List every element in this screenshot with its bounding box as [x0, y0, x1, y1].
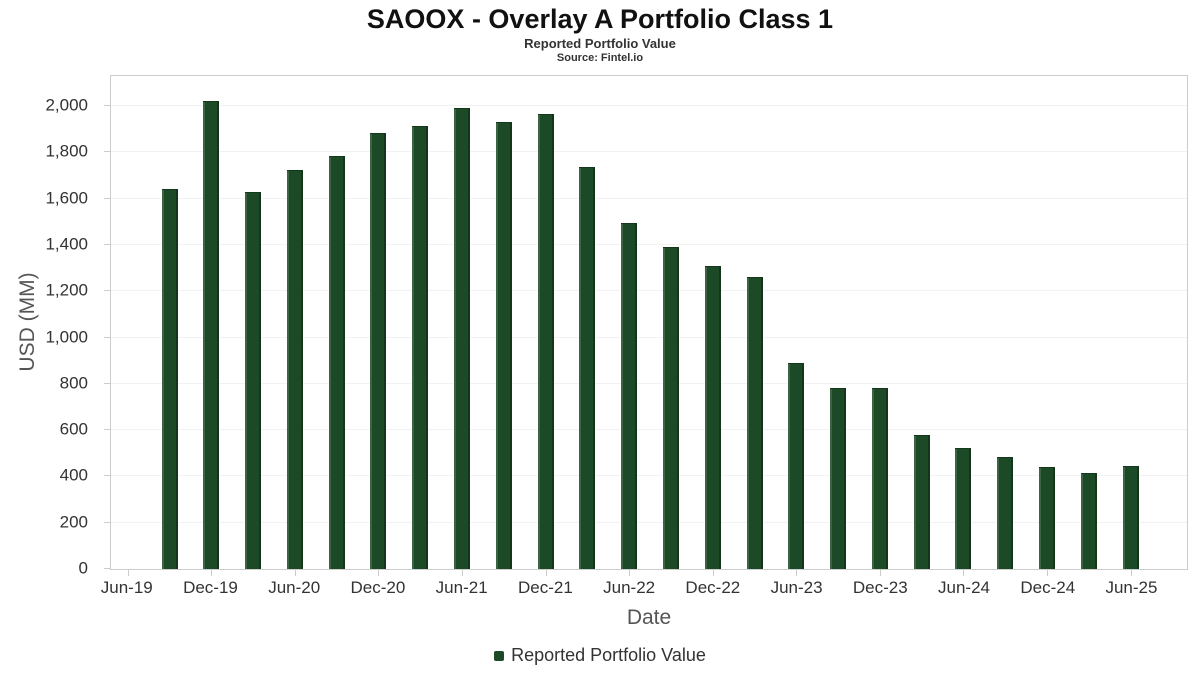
bar-Mar-24[interactable] — [913, 435, 930, 569]
x-axis-title: Date — [626, 606, 672, 629]
legend-marker-icon — [494, 650, 505, 661]
bar-Dec-22[interactable] — [704, 265, 721, 569]
bar-Sep-20[interactable] — [328, 155, 345, 569]
legend-item[interactable]: Reported Portfolio Value — [494, 645, 706, 666]
y-tick-label: 800 — [59, 373, 88, 393]
bar-Dec-20[interactable] — [370, 132, 387, 569]
bar-Dec-19[interactable] — [203, 101, 220, 569]
y-tick-label: 1,800 — [45, 141, 88, 161]
y-tick-mark — [104, 151, 111, 153]
legend[interactable]: Reported Portfolio Value — [0, 645, 1200, 666]
y-tick-mark — [104, 290, 111, 292]
y-tick-mark — [104, 475, 111, 477]
y-tick-label: 1,000 — [45, 327, 88, 347]
legend-label: Reported Portfolio Value — [511, 645, 706, 665]
y-tick-label: 0 — [78, 558, 88, 578]
gridline — [111, 197, 1187, 199]
x-tick-mark — [294, 570, 296, 576]
gridline — [111, 151, 1187, 153]
gridline — [111, 475, 1187, 477]
y-tick-mark — [104, 243, 111, 245]
chart-title: SAOOX - Overlay A Portfolio Class 1 — [366, 4, 834, 34]
bar-Dec-23[interactable] — [871, 388, 888, 569]
x-tick-label: Dec-22 — [685, 578, 741, 597]
gridline — [111, 105, 1187, 107]
bar-Jun-22[interactable] — [621, 222, 638, 569]
bar-Dec-24[interactable] — [1039, 467, 1055, 569]
y-tick-mark — [104, 382, 111, 384]
x-tick-mark — [712, 570, 714, 576]
y-tick-mark — [104, 197, 111, 199]
chart-source: Source: Fintel.io — [556, 52, 644, 64]
x-tick-mark — [879, 570, 881, 576]
gridline — [111, 521, 1187, 523]
x-tick-mark — [629, 570, 631, 576]
x-tick-mark — [211, 570, 213, 576]
bar-Jun-24[interactable] — [955, 448, 972, 569]
x-tick-label: Dec-23 — [852, 578, 908, 597]
bar-Jun-21[interactable] — [454, 108, 470, 569]
y-tick-label: 400 — [59, 465, 88, 485]
bar-Mar-23[interactable] — [746, 277, 763, 569]
x-tick-mark — [462, 570, 463, 576]
x-tick-label: Dec-21 — [517, 578, 573, 597]
plot-area — [104, 75, 1188, 576]
x-tick-label: Jun-21 — [435, 578, 488, 597]
bar-Sep-21[interactable] — [495, 122, 512, 569]
y-tick-label: 1,400 — [45, 234, 88, 254]
x-tick-mark — [378, 570, 380, 576]
x-tick-mark — [796, 570, 798, 576]
y-tick-label: 1,600 — [45, 188, 88, 208]
x-tick-label: Dec-19 — [183, 578, 238, 597]
x-tick-label: Jun-19 — [100, 578, 153, 597]
y-tick-label: 600 — [59, 419, 88, 439]
x-tick-label: Jun-22 — [603, 578, 656, 597]
y-tick-mark — [104, 568, 111, 569]
x-tick-mark — [545, 570, 547, 576]
bar-Sep-19[interactable] — [161, 189, 178, 569]
gridline — [111, 243, 1187, 245]
x-tick-label: Jun-25 — [1105, 578, 1158, 597]
x-tick-label: Jun-24 — [938, 578, 991, 597]
y-tick-label: 200 — [59, 512, 88, 532]
bar-Dec-21[interactable] — [537, 114, 554, 569]
y-tick-label: 2,000 — [45, 95, 88, 115]
chart-subtitle: Reported Portfolio Value — [524, 36, 676, 51]
bar-Sep-22[interactable] — [662, 247, 679, 569]
bar-Mar-25[interactable] — [1080, 472, 1097, 569]
x-tick-label: Jun-23 — [770, 578, 823, 597]
x-tick-label: Jun-20 — [268, 578, 321, 597]
y-axis-labels: 0 200 400 600 800 1,000 1,200 1,400 1,600 1,800 2,… — [0, 75, 100, 577]
bar-Mar-21[interactable] — [412, 125, 429, 569]
bar-Sep-24[interactable] — [997, 456, 1014, 569]
gridline — [111, 290, 1187, 292]
x-tick-mark — [963, 570, 965, 576]
gridline — [111, 336, 1187, 338]
x-tick-mark — [1130, 570, 1132, 576]
y-tick-label: 1,200 — [45, 280, 88, 300]
x-tick-mark — [1047, 570, 1048, 576]
bar-Jun-20[interactable] — [286, 169, 303, 569]
bar-Mar-22[interactable] — [579, 167, 596, 569]
bar-Mar-20[interactable] — [245, 191, 262, 569]
bar-Jun-23[interactable] — [788, 363, 805, 569]
y-tick-mark — [104, 429, 111, 431]
y-tick-mark — [104, 336, 111, 338]
y-tick-mark — [104, 105, 111, 107]
bar-Jun-25[interactable] — [1122, 466, 1139, 569]
x-tick-mark — [127, 570, 129, 576]
x-tick-label: Dec-20 — [350, 578, 406, 597]
y-tick-mark — [104, 521, 111, 523]
bar-Sep-23[interactable] — [830, 388, 847, 569]
gridline — [111, 382, 1187, 384]
x-axis-labels: Jun-19 Dec-19 Jun-20 Dec-20 Jun-21 Dec-21 Jun-… — [101, 578, 1188, 600]
x-tick-label: Dec-24 — [1020, 578, 1076, 597]
gridline — [111, 429, 1187, 431]
